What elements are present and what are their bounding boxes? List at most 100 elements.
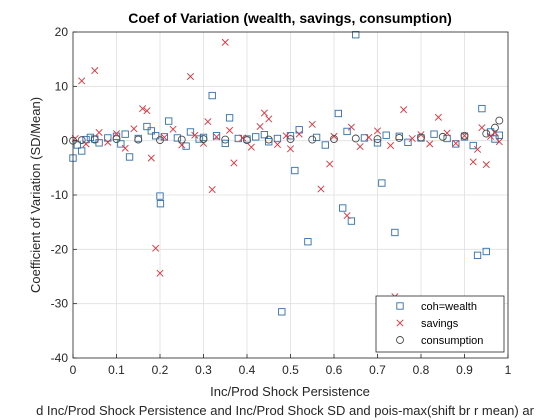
plot-area: 0 0.1 0.2 0.3 0.4 0.5 0.6 0.7 0.8 0.9 1 -40 -30 -20 -1… bbox=[51, 25, 512, 377]
data-point bbox=[95, 128, 103, 137]
data-point bbox=[443, 134, 451, 143]
x-tick-label: 1 bbox=[505, 363, 512, 377]
y-tick-label: -40 bbox=[51, 351, 69, 365]
data-point bbox=[491, 123, 499, 132]
data-point bbox=[282, 132, 290, 140]
y-tick-label: -10 bbox=[51, 188, 69, 202]
data-point bbox=[373, 127, 382, 135]
data-point bbox=[112, 135, 121, 143]
data-point bbox=[169, 125, 177, 133]
legend-label: consumption bbox=[421, 335, 483, 347]
data-point bbox=[199, 139, 208, 147]
data-point bbox=[156, 136, 164, 145]
axis-ticks: 0 0.1 0.2 0.3 0.4 0.5 0.6 0.7 0.8 0.9 1 -40 -30 -20 -1… bbox=[51, 25, 512, 377]
x-tick-label: 0.9 bbox=[456, 363, 473, 377]
data-point bbox=[286, 135, 295, 143]
data-point bbox=[365, 133, 373, 141]
figure-caption: d Inc/Prod Shock Persistence and Inc/Pro… bbox=[36, 403, 535, 418]
data-point bbox=[151, 132, 160, 140]
data-point bbox=[204, 118, 212, 126]
data-point bbox=[191, 131, 199, 139]
data-point bbox=[343, 127, 351, 136]
data-point bbox=[243, 136, 251, 145]
data-point bbox=[273, 140, 281, 148]
legend-marker bbox=[396, 336, 404, 344]
data-point bbox=[78, 147, 86, 155]
x-tick-label: 0.2 bbox=[152, 363, 169, 377]
x-tick-label: 0.6 bbox=[326, 363, 343, 377]
series-consumption bbox=[69, 116, 504, 145]
data-point bbox=[125, 153, 134, 161]
data-point bbox=[213, 133, 221, 141]
data-point bbox=[177, 135, 186, 144]
data-point bbox=[321, 141, 329, 149]
data-point bbox=[156, 269, 164, 277]
legend-entries: coh=wealth savings consumption bbox=[396, 301, 483, 347]
x-axis-label: Inc/Prod Shock Persistence bbox=[210, 384, 370, 399]
data-point bbox=[473, 251, 482, 259]
data-point bbox=[352, 31, 360, 39]
data-point bbox=[491, 135, 499, 143]
data-point bbox=[408, 134, 416, 143]
data-point bbox=[121, 130, 129, 138]
data-point bbox=[295, 130, 303, 138]
data-point bbox=[308, 120, 316, 128]
data-point bbox=[221, 38, 229, 46]
data-point bbox=[82, 140, 90, 148]
data-point bbox=[443, 129, 451, 137]
data-point bbox=[438, 132, 447, 141]
data-point bbox=[373, 135, 382, 143]
data-point bbox=[165, 117, 173, 125]
data-point bbox=[339, 204, 347, 212]
data-point bbox=[212, 132, 221, 140]
data-point bbox=[221, 139, 229, 148]
legend-marker bbox=[396, 302, 404, 310]
series-coh-wealth bbox=[69, 31, 503, 316]
x-tick-label: 0.1 bbox=[108, 363, 125, 377]
data-point bbox=[226, 126, 234, 134]
x-tick-label: 0.3 bbox=[195, 363, 212, 377]
data-point bbox=[308, 135, 317, 144]
data-point bbox=[312, 133, 321, 142]
y-tick-label: 0 bbox=[61, 134, 68, 148]
data-point bbox=[78, 77, 86, 85]
data-point bbox=[225, 114, 234, 122]
data-point bbox=[482, 129, 491, 138]
data-point bbox=[478, 104, 486, 113]
y-axis-label: Coefficient of Variation (SD/Mean) bbox=[28, 97, 43, 293]
data-point bbox=[356, 143, 364, 151]
data-point bbox=[391, 228, 399, 237]
data-point bbox=[291, 166, 299, 175]
data-point bbox=[77, 136, 86, 145]
data-point bbox=[143, 107, 151, 115]
legend: coh=wealth savings consumption bbox=[375, 295, 505, 353]
data-point bbox=[469, 141, 477, 150]
data-point bbox=[160, 133, 168, 141]
data-point bbox=[295, 126, 303, 134]
x-tick-label: 0 bbox=[70, 363, 77, 377]
data-point bbox=[91, 67, 99, 75]
legend-label: coh=wealth bbox=[421, 301, 477, 313]
data-point bbox=[121, 144, 129, 152]
data-point bbox=[264, 135, 273, 144]
series-savings bbox=[71, 38, 503, 301]
data-point bbox=[156, 192, 164, 200]
y-tick-label: 10 bbox=[55, 79, 69, 93]
data-point bbox=[330, 132, 338, 140]
data-point bbox=[230, 159, 238, 167]
data-point bbox=[378, 179, 386, 187]
chart-title: Coef of Variation (wealth, savings, cons… bbox=[128, 10, 452, 26]
data-point bbox=[317, 185, 325, 193]
data-point bbox=[452, 139, 460, 147]
data-point bbox=[495, 116, 504, 125]
data-point bbox=[134, 135, 143, 144]
data-point bbox=[186, 73, 194, 81]
y-tick-label: -30 bbox=[51, 297, 69, 311]
data-point bbox=[260, 131, 269, 139]
data-point bbox=[208, 186, 216, 194]
data-point bbox=[90, 135, 99, 144]
data-point bbox=[351, 134, 360, 143]
data-point bbox=[373, 139, 382, 147]
data-point bbox=[130, 125, 138, 133]
